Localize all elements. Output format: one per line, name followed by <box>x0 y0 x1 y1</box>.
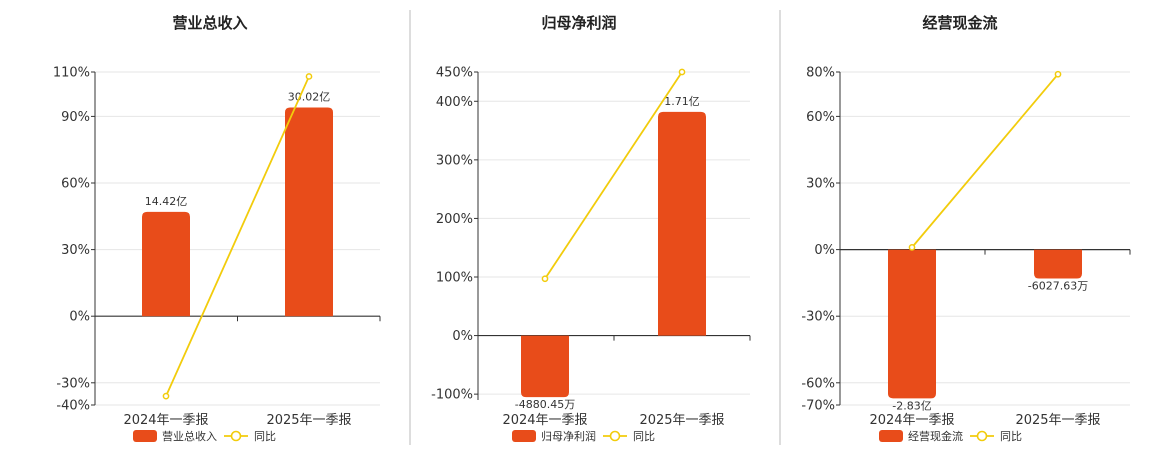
yoy-point-1 <box>908 244 916 251</box>
legend-line-label: 同比 <box>1000 430 1022 443</box>
yoy-point-2 <box>305 73 313 80</box>
x-tick-label: 2024年一季报 <box>123 413 208 428</box>
chart-panel-1: 营业总收入 110% 90% 60% 30% 0% -30% -40% 14.42亿 30.02亿… <box>53 14 381 443</box>
y-tick-label: -60% <box>801 376 835 391</box>
yoy-point-2 <box>678 68 686 76</box>
legend-line-marker <box>230 430 242 442</box>
bar-1 <box>521 335 569 398</box>
legend-line-label: 同比 <box>633 430 655 443</box>
bar-1 <box>888 249 936 399</box>
yoy-line <box>544 71 683 280</box>
bar-2 <box>1034 249 1082 279</box>
yoy-line <box>911 73 1059 248</box>
bar-data-label: 1.71亿 <box>664 95 700 108</box>
y-tick-label: -30% <box>801 310 835 325</box>
legend-bar-label: 经营现金流 <box>908 429 963 443</box>
y-tick-label: -40% <box>56 399 90 414</box>
legend-bar-label: 营业总收入 <box>162 429 217 443</box>
legend-line-marker <box>976 430 988 442</box>
y-tick-label: 0% <box>452 329 473 344</box>
y-tick-label: 60% <box>61 177 90 192</box>
y-tick-label: -30% <box>56 376 90 391</box>
x-tick-label: 2025年一季报 <box>1015 413 1100 428</box>
y-tick-label: 110% <box>53 66 90 81</box>
x-tick-label: 2024年一季报 <box>869 413 954 428</box>
y-tick-label: -70% <box>801 399 835 414</box>
y-tick-label: 0% <box>69 310 90 325</box>
legend-line-label: 同比 <box>254 430 276 443</box>
legend-bar-swatch <box>512 430 536 442</box>
bar-2 <box>285 107 333 317</box>
bar-2 <box>658 111 706 336</box>
chart-title: 归母净利润 <box>541 14 616 32</box>
bar-data-label: 14.42亿 <box>145 195 188 208</box>
bar-data-label: 30.02亿 <box>288 91 331 104</box>
legend-bar-swatch <box>133 430 157 442</box>
y-tick-label: 90% <box>61 110 90 125</box>
yoy-point-1 <box>162 392 170 400</box>
legend-line-marker <box>609 430 621 442</box>
chart-panel-3: 经营现金流 80% 60% 30% 0% -30% -60% -70% -2.83亿 -6027.… <box>801 14 1131 443</box>
yoy-point-2 <box>1054 70 1062 78</box>
y-tick-label: 80% <box>806 66 835 81</box>
legend-bar-swatch <box>879 430 903 442</box>
yoy-point-1 <box>541 275 549 283</box>
y-tick-label: 400% <box>436 95 473 110</box>
y-tick-label: 100% <box>436 271 473 286</box>
bar-1 <box>142 211 190 317</box>
y-tick-label: -100% <box>431 388 473 403</box>
x-tick-label: 2025年一季报 <box>266 413 351 428</box>
y-tick-label: 200% <box>436 212 473 227</box>
y-tick-label: 60% <box>806 110 835 125</box>
legend-bar-label: 归母净利润 <box>541 429 596 443</box>
y-tick-label: 30% <box>806 177 835 192</box>
y-tick-label: 30% <box>61 243 90 258</box>
x-tick-label: 2025年一季报 <box>639 413 724 428</box>
y-tick-label: 0% <box>814 243 835 258</box>
bar-data-label: -4880.45万 <box>515 398 575 411</box>
chart-title: 经营现金流 <box>922 14 997 32</box>
chart-panel-2: 归母净利润 450% 400% 300% 200% 100% 0% -100% -4880.45… <box>431 14 751 443</box>
y-tick-label: 300% <box>436 153 473 168</box>
y-tick-label: 450% <box>436 66 473 81</box>
chart-title: 营业总收入 <box>172 14 247 32</box>
bar-data-label: -2.83亿 <box>892 399 931 412</box>
yoy-line <box>165 76 310 397</box>
bar-data-label: -6027.63万 <box>1028 279 1088 292</box>
x-tick-label: 2024年一季报 <box>502 413 587 428</box>
